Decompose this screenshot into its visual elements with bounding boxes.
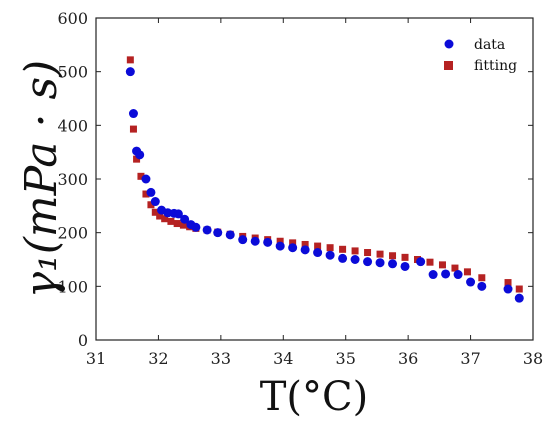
y-tick-label: 0 — [78, 331, 88, 350]
point-fitting — [156, 212, 164, 220]
legend-label-data: data — [474, 37, 505, 53]
point-data — [225, 230, 235, 240]
point-fitting — [142, 190, 150, 198]
point-data — [338, 253, 348, 263]
y-tick-label: 600 — [57, 9, 88, 28]
point-fitting — [167, 217, 175, 225]
point-data — [125, 67, 135, 77]
point-fitting — [401, 253, 409, 261]
point-fitting — [276, 237, 284, 245]
point-data — [141, 174, 151, 184]
point-data — [173, 209, 183, 219]
axis-ticks: 31 32 33 34 35 36 37 38 0 100 200 300 400 500 600 — [57, 9, 543, 368]
point-data — [128, 109, 138, 119]
x-tick-label: 31 — [86, 349, 106, 368]
point-data — [350, 255, 360, 264]
point-fitting — [364, 249, 372, 257]
x-tick-label: 35 — [336, 349, 356, 368]
legend-marker-data — [444, 39, 454, 49]
point-fitting — [515, 285, 523, 293]
point-data — [288, 243, 298, 253]
point-data — [363, 257, 373, 267]
point-fitting — [478, 274, 486, 282]
point-fitting — [137, 172, 145, 180]
x-axis-label: T(°C) — [260, 374, 369, 420]
point-data — [441, 269, 451, 279]
point-fitting — [161, 215, 169, 223]
point-fitting — [463, 268, 471, 276]
y-axis-label: γ₁(mPa · s) — [16, 60, 67, 298]
point-fitting — [504, 279, 512, 287]
x-tick-label: 37 — [460, 349, 480, 368]
data-marks — [125, 56, 524, 303]
y-tick-label: 100 — [57, 277, 88, 296]
point-data — [388, 259, 398, 269]
point-fitting — [179, 221, 187, 229]
x-tick-label: 32 — [148, 349, 168, 368]
legend-marker-fitting — [444, 61, 453, 70]
point-data — [263, 237, 273, 247]
y-tick-label: 300 — [57, 170, 88, 189]
point-data — [300, 245, 310, 255]
point-fitting — [126, 56, 134, 64]
point-data — [514, 293, 524, 303]
point-fitting — [173, 220, 181, 228]
point-fitting — [376, 250, 384, 258]
point-fitting — [314, 242, 322, 250]
point-data — [150, 197, 160, 207]
point-fitting — [339, 245, 347, 253]
point-fitting — [326, 244, 334, 252]
point-fitting — [133, 155, 141, 163]
x-tick-label: 33 — [211, 349, 231, 368]
y-tick-label: 400 — [57, 116, 88, 135]
point-data — [428, 270, 438, 280]
point-data — [250, 236, 260, 246]
point-data — [453, 270, 463, 280]
point-data — [313, 248, 323, 258]
point-fitting — [426, 258, 434, 266]
point-fitting — [147, 201, 155, 209]
point-data — [466, 277, 476, 287]
x-tick-label: 34 — [273, 349, 293, 368]
point-data — [416, 257, 426, 267]
x-tick-label: 38 — [523, 349, 543, 368]
point-data — [202, 225, 212, 235]
point-data — [477, 281, 487, 291]
y-tick-label: 500 — [57, 63, 88, 82]
point-data — [146, 187, 156, 197]
point-fitting — [451, 264, 459, 272]
legend: data fitting — [444, 37, 517, 74]
point-fitting — [438, 261, 446, 269]
point-data — [275, 241, 285, 251]
point-data — [325, 250, 335, 260]
point-data — [213, 228, 223, 238]
point-data — [375, 258, 385, 268]
point-fitting — [351, 247, 359, 255]
point-data — [238, 235, 248, 245]
point-data — [400, 261, 410, 271]
plot-area — [95, 17, 534, 341]
point-fitting — [151, 208, 159, 216]
point-data — [191, 222, 201, 232]
x-tick-label: 36 — [398, 349, 418, 368]
point-fitting — [129, 125, 137, 133]
legend-label-fitting: fitting — [474, 58, 517, 74]
point-data — [180, 214, 190, 224]
y-tick-label: 200 — [57, 224, 88, 243]
point-fitting — [389, 252, 397, 260]
point-data — [135, 150, 145, 160]
point-fitting — [301, 240, 309, 248]
point-data — [503, 284, 513, 294]
point-fitting — [289, 239, 297, 247]
